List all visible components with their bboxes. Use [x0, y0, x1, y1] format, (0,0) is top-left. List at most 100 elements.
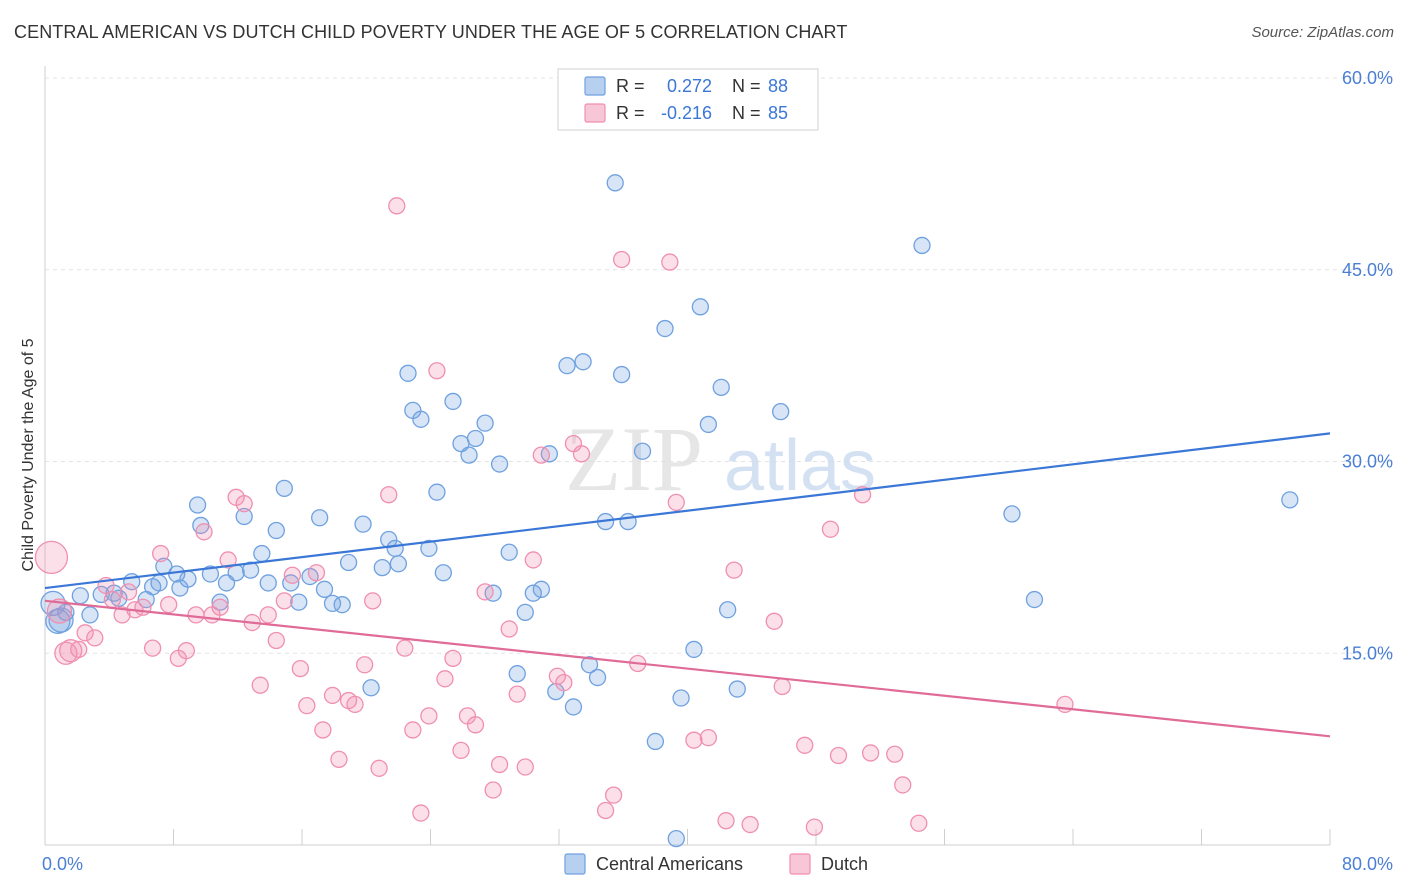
legend-r-label-0: R =: [616, 76, 645, 96]
central-americans-point-87: [45, 608, 71, 634]
dutch-point-84: [861, 744, 880, 762]
dutch-point-26: [251, 676, 269, 694]
dutch-point-61: [532, 446, 550, 464]
dutch-point-48: [428, 362, 446, 380]
central-americans-point-57: [516, 603, 534, 621]
central-americans-point-45: [420, 539, 438, 558]
legend-r-value-1: -0.216: [661, 103, 712, 123]
central-americans-point-36: [354, 515, 372, 533]
dutch-point-68: [612, 250, 631, 269]
dutch-point-78: [773, 677, 791, 696]
central-americans-point-24: [253, 544, 271, 563]
dutch-point-33: [307, 564, 326, 582]
central-americans-point-86: [1281, 491, 1299, 509]
series-dutch: [34, 197, 1074, 836]
central-americans-point-25: [259, 574, 277, 592]
central-americans-point-55: [500, 543, 518, 561]
central-americans-point-47: [434, 564, 453, 582]
legend-n-value-1: 85: [768, 103, 788, 123]
dutch-point-67: [604, 786, 623, 804]
central-americans-point-77: [691, 298, 709, 316]
dutch-point-51: [452, 741, 470, 760]
series-central-americans: [40, 174, 1299, 848]
dutch-point-80: [805, 818, 824, 836]
dutch-trend-line: [44, 599, 1331, 738]
central-americans-point-40: [386, 539, 404, 558]
central-americans-point-37: [362, 679, 380, 697]
dutch-point-53: [466, 716, 485, 734]
watermark: ZIP atlas: [565, 408, 876, 510]
central-americans-point-71: [633, 442, 652, 460]
dutch-point-15: [160, 596, 178, 614]
dutch-point-1: [46, 598, 73, 624]
central-americans-point-41: [389, 555, 408, 573]
dutch-point-8: [103, 590, 122, 609]
dutch-point-32: [298, 697, 316, 715]
bottom-legend: Central Americans Dutch: [564, 853, 868, 875]
legend-swatch-0: [584, 76, 606, 96]
central-americans-point-58: [524, 584, 542, 602]
dutch-point-28: [267, 631, 285, 650]
axes: [44, 66, 1331, 846]
dutch-point-56: [490, 755, 509, 774]
central-americans-point-73: [656, 319, 674, 338]
dutch-point-66: [596, 801, 615, 820]
dutch-point-70: [661, 253, 679, 271]
central-americans-point-46: [428, 483, 446, 501]
dutch-point-34: [314, 721, 332, 739]
dutch-point-44: [396, 639, 414, 657]
central-americans-point-52: [476, 414, 494, 432]
dutch-point-14: [151, 544, 170, 563]
dutch-point-74: [717, 812, 735, 830]
dutch-point-40: [364, 592, 382, 610]
dutch-point-0: [34, 540, 69, 575]
central-americans-point-23: [241, 561, 260, 579]
watermark-atlas: atlas: [724, 426, 876, 506]
bottom-legend-label-0: Central Americans: [596, 854, 743, 874]
central-americans-point-32: [315, 580, 334, 598]
legend-n-value-0: 88: [768, 76, 788, 96]
dutch-point-6: [86, 629, 104, 647]
dutch-point-31: [291, 659, 310, 678]
dutch-point-19: [195, 523, 213, 541]
dutch-point-24: [235, 495, 253, 513]
central-americans-trend-line: [44, 432, 1331, 590]
legend-n-label-0: N =: [732, 76, 761, 96]
central-americans-point-82: [772, 402, 790, 421]
dutch-point-22: [219, 551, 237, 569]
central-americans-point-59: [532, 580, 550, 598]
central-americans-point-7: [110, 589, 128, 607]
dutch-point-62: [548, 667, 567, 685]
y-tick-label-2: 45.0%: [1342, 260, 1393, 280]
central-americans-point-79: [712, 378, 730, 397]
dutch-point-49: [436, 670, 454, 688]
central-americans-point-74: [667, 829, 685, 848]
dutch-point-13: [143, 639, 162, 657]
central-americans-point-38: [373, 558, 391, 577]
dutch-point-18: [187, 606, 205, 624]
central-americans-point-68: [606, 174, 624, 192]
dutch-point-86: [894, 776, 912, 794]
dutch-point-79: [796, 736, 814, 754]
central-americans-point-72: [646, 732, 665, 751]
dutch-point-36: [330, 750, 348, 769]
central-americans-point-42: [399, 364, 417, 382]
dutch-point-81: [821, 520, 840, 538]
tick-labels: 15.0% 30.0% 45.0% 60.0% 0.0% 80.0%: [42, 68, 1393, 874]
legend-r-value-0: 0.272: [667, 76, 712, 96]
legend: R = 0.272 N = 88 R = -0.216 N = 85: [557, 68, 819, 131]
central-americans-point-75: [672, 689, 690, 707]
dutch-point-27: [259, 606, 277, 624]
dutch-point-45: [404, 721, 422, 739]
dutch-point-17: [177, 642, 196, 660]
trend-lines: [44, 432, 1331, 738]
central-americans-point-81: [728, 680, 746, 698]
central-americans-point-5: [92, 585, 110, 604]
legend-n-label-1: N =: [732, 103, 761, 123]
dutch-point-39: [355, 656, 374, 674]
y-axis-label: Child Poverty Under the Age of 5: [20, 338, 37, 571]
bottom-legend-swatch-0: [564, 853, 586, 875]
central-americans-point-84: [1003, 505, 1021, 523]
dutch-point-55: [484, 781, 502, 799]
central-americans-point-48: [444, 392, 462, 411]
